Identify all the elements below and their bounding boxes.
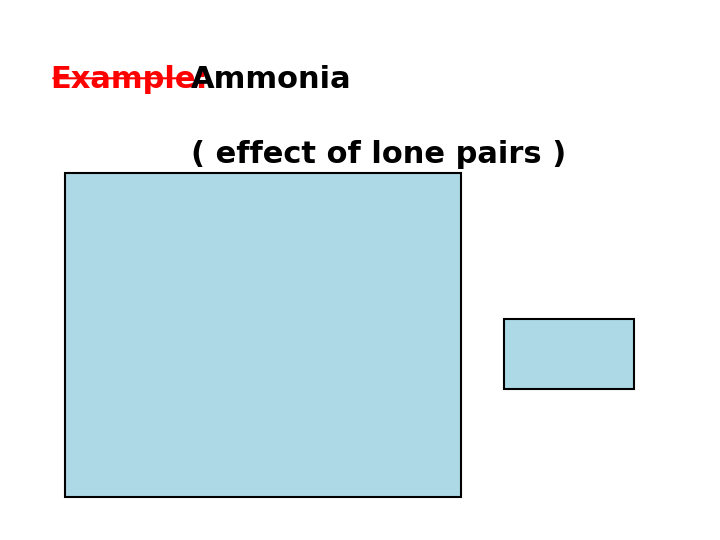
Text: ( effect of lone pairs ): ( effect of lone pairs ) xyxy=(191,140,566,170)
FancyBboxPatch shape xyxy=(65,173,461,497)
FancyBboxPatch shape xyxy=(504,319,634,389)
Text: Ammonia: Ammonia xyxy=(191,65,351,94)
Text: Example:: Example: xyxy=(50,65,208,94)
